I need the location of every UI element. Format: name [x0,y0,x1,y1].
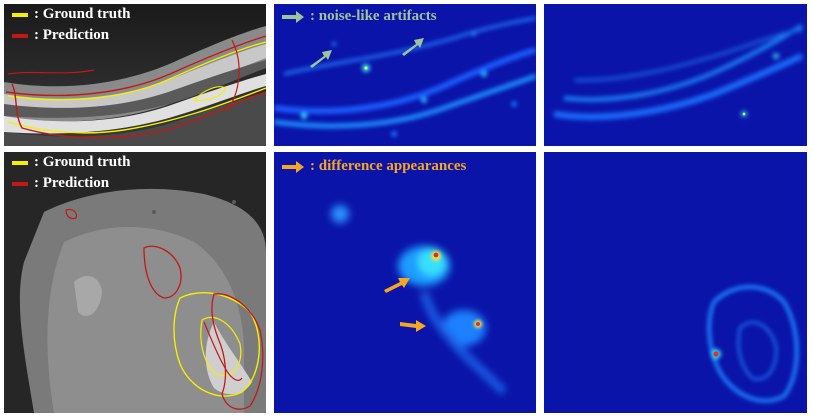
ct-heatmap-b-panel [544,152,807,413]
ct-heatmap-a-panel: : difference appearances [274,152,536,413]
prediction-contour [5,35,266,97]
ground-truth-swatch [12,12,28,17]
difference-arrow-1 [384,278,410,293]
oct-heatmap-b [544,4,807,146]
ct-heatmap-b [544,152,807,413]
arrow-icon [282,160,304,173]
ct-heatmap-a [274,152,536,413]
legend-ground-truth: : Ground truth [12,6,130,23]
legend-ground-truth: : Ground truth [12,154,130,171]
legend-ground-truth-label: : Ground truth [34,6,131,22]
prediction-swatch [12,181,28,186]
legend-prediction-label: : Prediction [34,175,110,191]
difference-arrow-2 [400,320,426,332]
ground-truth-contour [7,41,266,101]
difference-appearances-label: : difference appearances [310,158,467,174]
noise-artifacts-label: : noise-like artifacts [310,8,437,24]
legend-prediction: : Prediction [12,175,109,192]
ct-image-panel: : Ground truth : Prediction [4,152,266,413]
prediction-contour [143,245,182,299]
legend-ground-truth-label: : Ground truth [34,154,131,170]
oct-heatmap-a-panel: : noise-like artifacts [274,4,536,146]
noise-arrow-1 [310,50,332,68]
oct-image [4,4,266,146]
oct-image-panel: : Ground truth : Prediction [4,4,266,146]
ground-truth-swatch [12,160,28,165]
oct-heatmap-a [274,4,536,146]
ground-truth-contour [173,292,260,397]
oct-heatmap-b-panel [544,4,807,146]
legend-prediction-label: : Prediction [34,27,110,43]
noise-arrow-2 [402,38,424,56]
prediction-swatch [12,33,28,38]
arrow-icon [282,10,304,23]
difference-appearances-key: : difference appearances [282,158,466,175]
ct-image [4,152,266,413]
legend-prediction: : Prediction [12,27,109,44]
noise-artifacts-key: : noise-like artifacts [282,8,437,25]
